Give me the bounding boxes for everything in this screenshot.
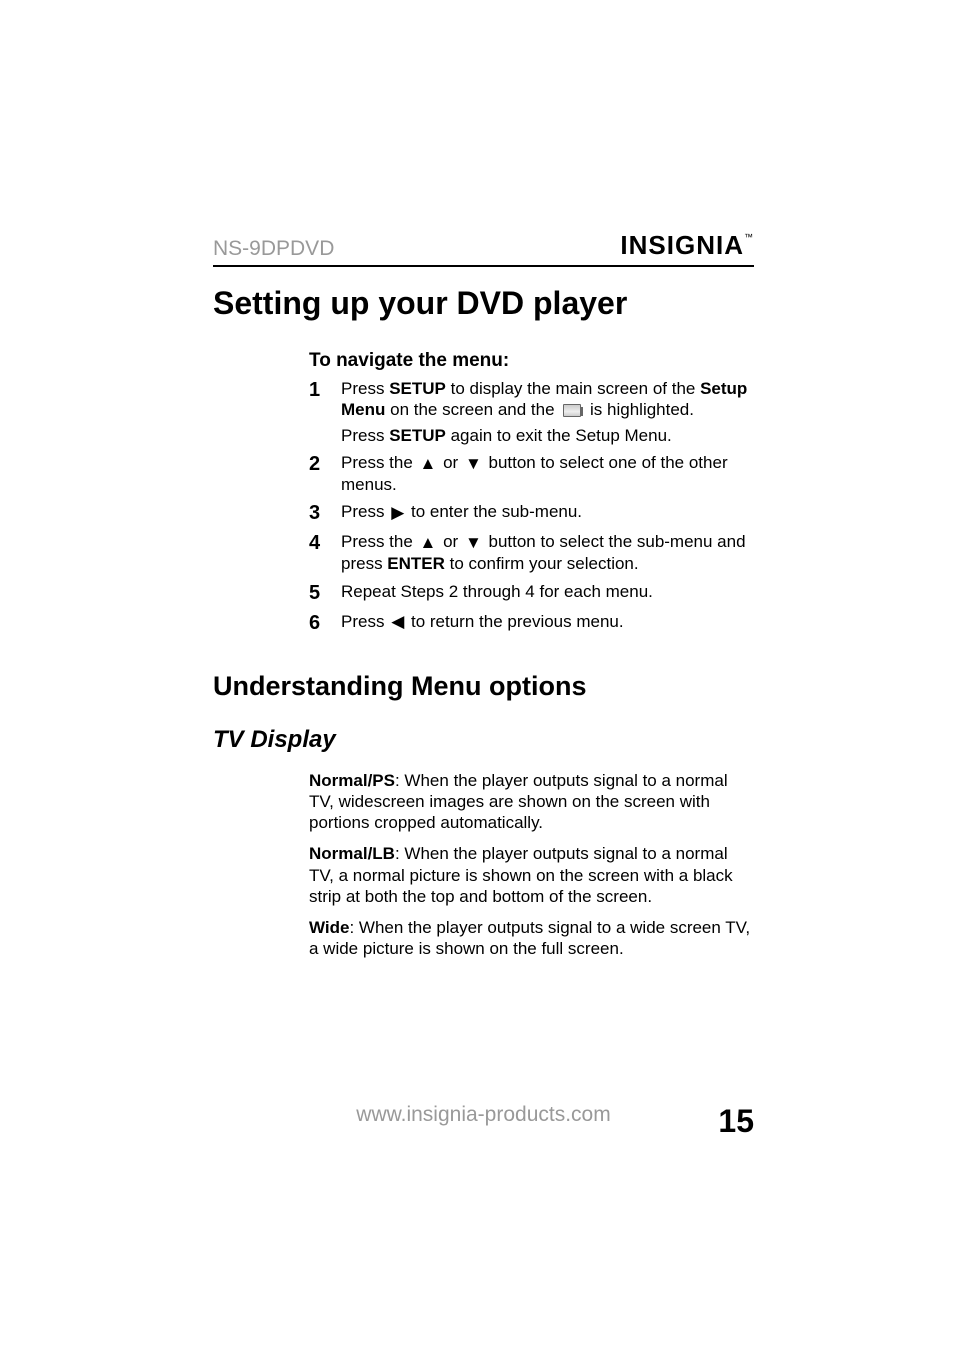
page-header: NS-9DPDVD INSIGNIA™ xyxy=(213,230,754,261)
steps-list: 1Press SETUP to display the main screen … xyxy=(309,378,754,635)
step-number: 1 xyxy=(309,378,341,402)
nav-instructions: To navigate the menu: 1Press SETUP to di… xyxy=(309,350,754,635)
left-arrow-icon: ◀ xyxy=(391,611,404,632)
screen-icon xyxy=(563,404,581,417)
brand-logo: INSIGNIA™ xyxy=(620,230,754,261)
page-footer: www.insignia-products.com 15 xyxy=(213,1103,754,1127)
footer-url: www.insignia-products.com xyxy=(356,1103,610,1127)
down-arrow-icon: ▼ xyxy=(465,532,482,553)
step-number: 6 xyxy=(309,611,341,635)
step-number: 4 xyxy=(309,531,341,555)
step-item: 3Press ▶ to enter the sub-menu. xyxy=(309,501,754,525)
bold-text: Normal/LB xyxy=(309,844,395,863)
brand-name: INSIGNIA xyxy=(620,230,744,260)
step-text: Press the ▲ or ▼ button to select the su… xyxy=(341,531,754,574)
model-number: NS-9DPDVD xyxy=(213,237,334,261)
bold-text: Normal/PS xyxy=(309,771,395,790)
body-paragraph: Wide: When the player outputs signal to … xyxy=(309,917,754,960)
bold-text: ENTER xyxy=(387,554,445,573)
bold-text: SETUP xyxy=(389,426,446,445)
bold-text: SETUP xyxy=(389,379,446,398)
step-text: Press SETUP to display the main screen o… xyxy=(341,378,754,446)
step-text: Press ◀ to return the previous menu. xyxy=(341,611,754,633)
bold-text: Wide xyxy=(309,918,349,937)
step-number: 2 xyxy=(309,452,341,476)
step-item: 4Press the ▲ or ▼ button to select the s… xyxy=(309,531,754,574)
paragraphs: Normal/PS: When the player outputs signa… xyxy=(213,770,754,960)
body-paragraph: Normal/PS: When the player outputs signa… xyxy=(309,770,754,834)
step-sub-text: Press SETUP again to exit the Setup Menu… xyxy=(341,425,754,446)
up-arrow-icon: ▲ xyxy=(420,532,437,553)
step-text: Press the ▲ or ▼ button to select one of… xyxy=(341,452,754,495)
step-item: 2Press the ▲ or ▼ button to select one o… xyxy=(309,452,754,495)
down-arrow-icon: ▼ xyxy=(465,453,482,474)
page-number: 15 xyxy=(718,1103,754,1140)
step-text: Repeat Steps 2 through 4 for each menu. xyxy=(341,581,754,602)
trademark-symbol: ™ xyxy=(744,232,754,242)
subsection-title: TV Display xyxy=(213,726,754,754)
page-title: Setting up your DVD player xyxy=(213,285,754,322)
step-text: Press ▶ to enter the sub-menu. xyxy=(341,501,754,523)
nav-heading: To navigate the menu: xyxy=(309,350,754,372)
step-item: 6Press ◀ to return the previous menu. xyxy=(309,611,754,635)
step-item: 1Press SETUP to display the main screen … xyxy=(309,378,754,446)
right-arrow-icon: ▶ xyxy=(391,502,404,523)
header-divider xyxy=(213,265,754,267)
up-arrow-icon: ▲ xyxy=(420,453,437,474)
body-paragraph: Normal/LB: When the player outputs signa… xyxy=(309,843,754,907)
step-item: 5Repeat Steps 2 through 4 for each menu. xyxy=(309,581,754,605)
section-title: Understanding Menu options xyxy=(213,671,754,702)
step-number: 5 xyxy=(309,581,341,605)
step-number: 3 xyxy=(309,501,341,525)
